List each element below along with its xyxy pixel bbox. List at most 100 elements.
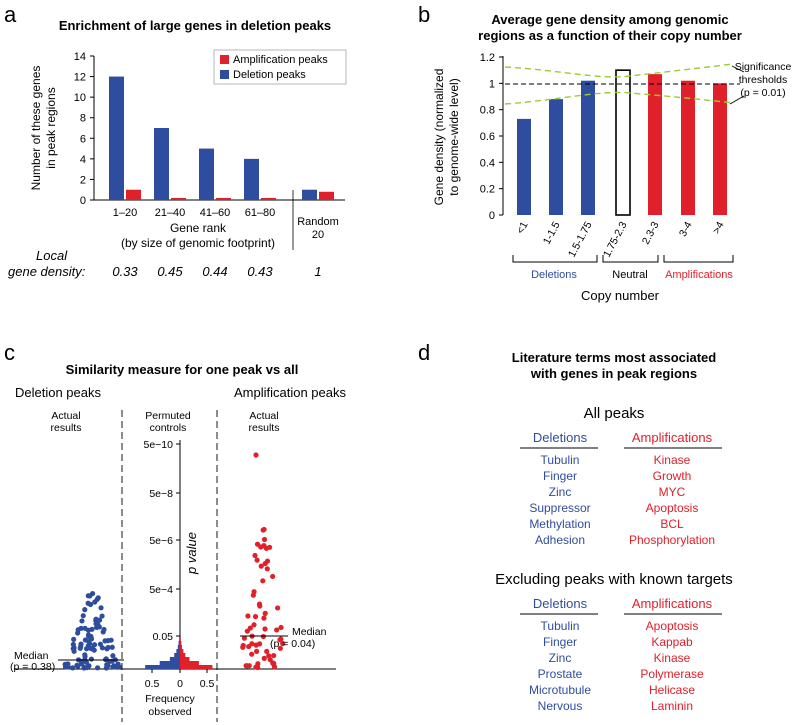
median-right-label-1: Median: [292, 626, 327, 638]
panel-a-xlabel-1: Gene rank: [170, 221, 227, 235]
panel-a-category-label: 1–20: [113, 207, 137, 219]
amplification-peak-dot: [270, 573, 276, 580]
hist-bar-deletion: [177, 645, 180, 649]
p-value-tick-label: 5e−10: [144, 439, 174, 451]
section2-deletions-header: Deletions: [533, 596, 588, 611]
deletion-peak-dot: [88, 656, 95, 662]
bar-amplification-1: [126, 189, 141, 200]
bar-amplification-3: [216, 197, 231, 200]
hist-bar-amplification: [180, 661, 199, 665]
amplification-peak-dot: [266, 544, 273, 550]
hist-bar-deletion: [179, 637, 180, 641]
deletion-peak-dot: [70, 665, 76, 671]
deletion-peak-dot: [79, 618, 85, 624]
frequency-tick-label: 0.5: [200, 678, 215, 690]
deletion-peak-dot: [85, 627, 92, 633]
term-deletion: Prostate: [538, 667, 583, 681]
amplification-peak-dot: [246, 643, 252, 650]
panel-b-y-tick-label: 0: [489, 210, 495, 222]
bar-deletion-2: [154, 128, 169, 200]
deletion-peak-dot: [71, 636, 77, 642]
panel-b-y-tick-label: 0.6: [480, 131, 495, 143]
section1-title: All peaks: [584, 405, 645, 422]
panel-c-chart: Similarity measure for one peak vs all D…: [10, 362, 346, 722]
bar-copy-5: [648, 74, 662, 215]
deletion-peak-dot: [78, 643, 84, 649]
term-amplification: Phosphorylation: [629, 533, 715, 547]
panel-b-title-2: regions as a function of their copy numb…: [478, 28, 742, 43]
term-deletion: Zinc: [549, 485, 572, 499]
bar-copy-1: [517, 118, 531, 215]
panel-a-title: Enrichment of large genes in deletion pe…: [59, 18, 331, 33]
deletion-peak-dot: [92, 599, 98, 605]
amplification-peak-dot: [271, 652, 277, 659]
bar-amplification-2: [171, 197, 186, 200]
panel-b-category-label: 2.3-3: [640, 220, 662, 247]
amplification-peak-dot: [270, 660, 276, 666]
deletion-peak-dot: [111, 663, 117, 669]
deletion-peak-dot: [109, 644, 115, 650]
amplification-peak-dot: [261, 655, 267, 661]
bar-copy-3: [581, 80, 595, 215]
deletion-peak-dot: [89, 590, 96, 597]
deletion-peak-dot: [116, 664, 122, 670]
term-amplification: Laminin: [651, 699, 693, 713]
deletion-peak-dot: [83, 646, 90, 652]
deletion-peak-dot: [110, 653, 116, 659]
local-density-label-1: Local: [36, 248, 68, 263]
panel-b-category-label: 1.75-2.3: [601, 220, 630, 260]
amplification-peak-dot: [260, 578, 266, 584]
p-value-tick-label: 5e−4: [149, 584, 173, 596]
amplification-peak-dot: [245, 613, 251, 619]
panel-b-category-label: 1-1.5: [541, 220, 563, 247]
panel-d-terms: Literature terms most associated with ge…: [495, 350, 733, 713]
bracket-amplifications: [663, 255, 734, 263]
hist-bar-amplification: [180, 641, 182, 645]
amplification-peak-dot: [262, 560, 268, 567]
deletion-peak-dot: [75, 630, 81, 636]
panel-label-b: b: [418, 2, 430, 27]
amplification-peak-dot: [264, 566, 270, 572]
actual-results-left-1: Actual: [51, 410, 80, 422]
panel-b-y-tick-label: 0.8: [480, 105, 495, 117]
term-deletion: Tubulin: [541, 619, 580, 633]
upper-threshold-curve: [504, 63, 734, 78]
legend-swatch-deletion: [220, 70, 229, 79]
amplification-peak-dot: [254, 557, 260, 563]
term-deletion: Tubulin: [541, 453, 580, 467]
frequency-tick-label: 0.5: [145, 678, 160, 690]
amplification-peak-dot: [262, 626, 268, 632]
local-density-value: 0.44: [202, 264, 227, 279]
legend-swatch-amplification: [220, 55, 229, 64]
panel-a-y-tick-label: 2: [80, 174, 86, 186]
deletion-peak-dot: [93, 621, 99, 627]
panel-label-d: d: [418, 340, 430, 365]
amplification-peak-dot: [254, 648, 260, 654]
deletion-peak-dot: [103, 665, 109, 671]
deletion-peak-dot: [96, 617, 103, 623]
annotation-arrow-upper: [731, 65, 745, 73]
amplification-peak-dot: [247, 625, 253, 631]
hist-bar-deletion: [178, 641, 180, 645]
bar-deletion-1: [109, 76, 124, 200]
panel-a-random-label-1: Random: [297, 216, 339, 228]
actual-results-left-2: results: [51, 422, 82, 434]
amplification-peak-dot: [275, 605, 281, 611]
bar-copy-6: [681, 80, 695, 215]
panel-b-y-tick-label: 0.4: [480, 157, 495, 169]
amplification-peak-dot: [258, 563, 264, 569]
term-deletion: Adhesion: [535, 533, 585, 547]
panel-a-category-label: 21–40: [155, 207, 186, 219]
amplification-peak-dot: [253, 642, 259, 648]
term-amplification: Polymerase: [640, 667, 704, 681]
panel-d-title-2: with genes in peak regions: [530, 366, 697, 381]
permuted-controls-1: Permuted: [145, 410, 191, 422]
amplification-peak-dot: [256, 601, 263, 607]
deletion-peak-dot: [97, 641, 104, 647]
panel-b-xlabel: Copy number: [581, 288, 660, 303]
panel-a-y-tick-label: 8: [80, 113, 86, 125]
bar-deletion-5: [302, 189, 317, 200]
hist-bar-amplification: [180, 645, 183, 649]
deletion-peak-dot: [78, 625, 84, 631]
amplification-peak-dot: [277, 637, 283, 643]
